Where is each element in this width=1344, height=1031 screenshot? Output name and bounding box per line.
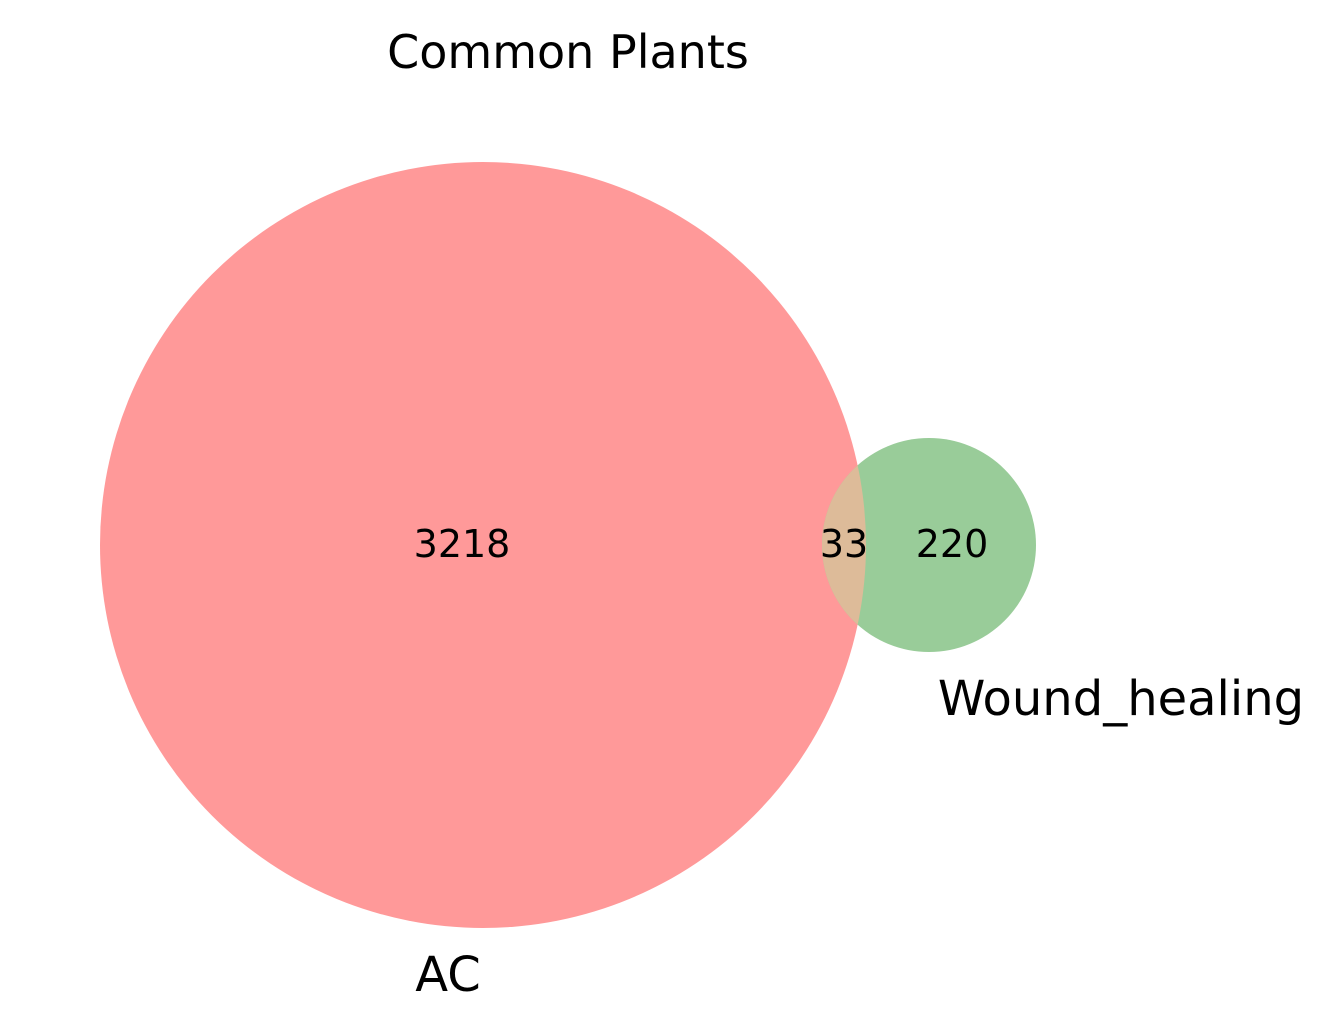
wound-healing-set-circle xyxy=(822,438,1036,652)
intersection-count: 33 xyxy=(820,522,868,566)
ac-set-label: AC xyxy=(415,947,481,1003)
ac-set-circle xyxy=(100,162,866,928)
wound-healing-set-label: Wound_healing xyxy=(938,671,1304,727)
wound-healing-only-count: 220 xyxy=(916,522,989,566)
ac-only-count: 3218 xyxy=(414,522,511,566)
diagram-title: Common Plants xyxy=(387,25,749,79)
